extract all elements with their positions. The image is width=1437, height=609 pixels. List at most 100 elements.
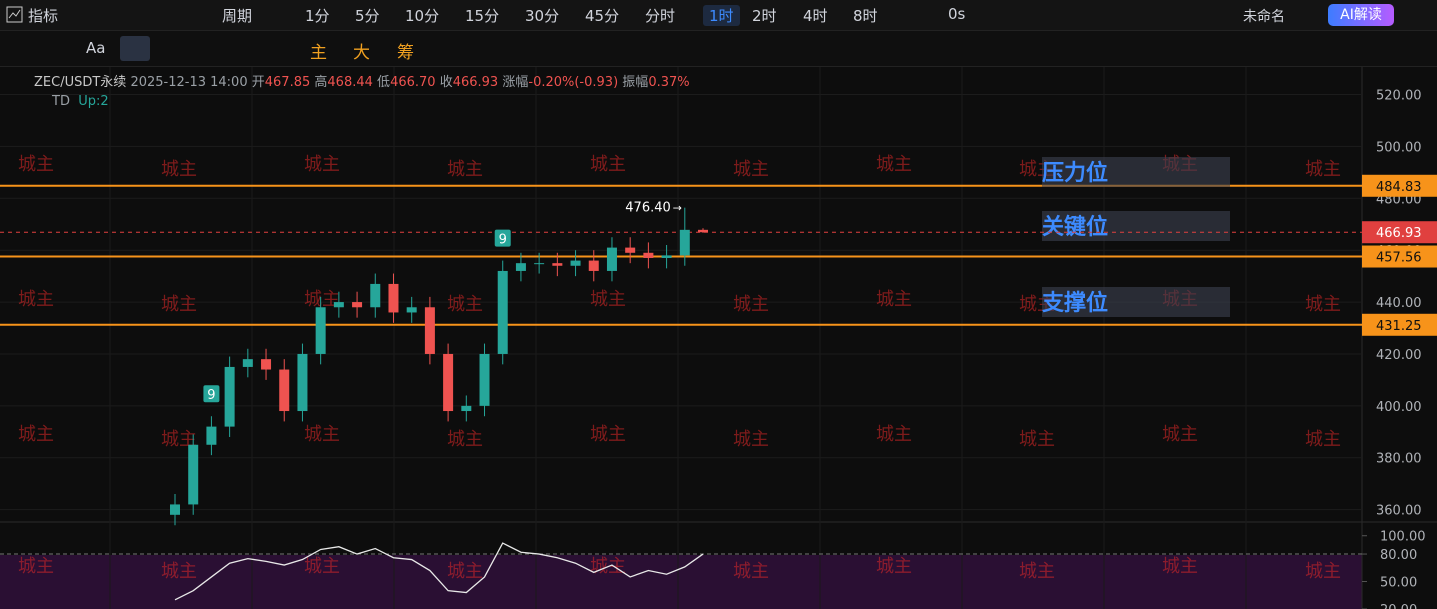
interval-button[interactable]: 4时 [803,7,828,25]
watermark: 城主 [161,429,197,450]
active-tool[interactable] [120,36,150,61]
value: 468.44 [327,75,373,90]
period-button[interactable]: 周期 [222,7,253,25]
candle-body [588,260,599,271]
interval-button[interactable]: 15分 [465,7,500,25]
top-toolbar: 指标 周期 0s 未命名 AI解读 1分 5分 10分 15分 30分 45分 分时 1时 2时… [0,0,1437,31]
level-label-bg [1042,157,1230,187]
label: 收 [439,75,453,90]
label: 振幅 [622,75,649,90]
watermark: 城主 [1305,159,1341,180]
value: 466.70 [390,75,436,90]
rsi-tick-label: 80.00 [1380,548,1417,563]
label: 高 [314,75,328,90]
interval-button[interactable]: 1时 [703,5,740,26]
interval-button[interactable]: 30分 [525,7,560,25]
watermark: 城主 [18,424,54,445]
candle-body [461,405,472,412]
interval-button[interactable]: 8时 [853,7,878,25]
candle-body [497,270,508,354]
high-marker: 476.40 [625,201,671,216]
candle-body [570,260,581,266]
interval-button[interactable]: 5分 [355,7,380,25]
ohlc-info: ZEC/USDT永续 2025-12-13 14:00 开467.85 高468… [34,71,690,109]
watermark: 城主 [590,424,626,445]
candle-body [443,353,454,412]
td-marker-label: 9 [499,233,507,248]
value: 466.93 [452,75,499,90]
value: -0.20%(-0.93) [528,75,619,90]
watermark: 城主 [304,556,340,577]
label: 开 [251,75,265,90]
value: 467.85 [264,75,311,90]
candle-body [552,263,563,266]
watermark: 城主 [18,154,54,175]
candle-body [479,353,490,406]
interval-button[interactable]: 分时 [645,7,676,25]
rsi-tick-label: 50.00 [1380,576,1417,591]
td-value: Up:2 [78,94,109,109]
candle-body [206,426,217,445]
candle-body [643,252,654,258]
rsi-tick-label: 100.00 [1380,530,1426,545]
watermark: 城主 [733,159,769,180]
layout-name[interactable]: 未命名 [1243,9,1285,25]
level-price-box [1362,245,1437,268]
watermark: 城主 [304,289,340,310]
watermark: 城主 [447,429,483,450]
td-marker-label: 9 [207,388,215,403]
candle-body [170,504,180,515]
candle-body [333,302,344,308]
candle-body [297,353,308,412]
level-price: 457.56 [1376,251,1422,266]
rsi-tick-label: 20.00 [1380,603,1417,609]
watermark: 城主 [876,424,912,445]
indicator-button[interactable]: 指标 [28,7,59,25]
watermark: 城主 [1019,561,1055,582]
y-tick-label: 420.00 [1376,348,1422,363]
candle-body [625,247,636,253]
interval-button[interactable]: 10分 [405,7,440,25]
y-tick-label: 380.00 [1376,452,1422,467]
candle-body [352,302,363,308]
chips-button[interactable]: 筹 [397,43,414,63]
watermark: 城主 [447,561,483,582]
label: 涨幅 [502,75,529,90]
interval-button[interactable]: 2时 [752,7,777,25]
interval-button[interactable]: 45分 [585,7,620,25]
high-arrow: → [673,202,682,215]
main-button[interactable]: 主 [310,43,327,63]
watermark: 城主 [447,159,483,180]
y-tick-label: 360.00 [1376,504,1422,519]
value: 0.37% [648,75,690,90]
level-price: 431.25 [1376,319,1422,334]
level-label: 压力位 [1042,160,1108,186]
level-price-box [1362,313,1437,336]
rsi-line [174,542,704,601]
watermark: 城主 [1305,429,1341,450]
candle-body [242,359,253,367]
big-button[interactable]: 大 [353,43,370,63]
candle-body [388,283,399,313]
y-tick-label: 400.00 [1376,400,1422,415]
text-tool[interactable]: Aa [86,39,106,57]
watermark: 城主 [733,561,769,582]
candle-body [224,366,235,427]
interval-button[interactable]: 1分 [305,7,330,25]
y-tick-label: 500.00 [1376,140,1422,155]
td-marker [203,385,220,403]
candle-body [424,307,435,354]
countdown: 0s [948,5,966,23]
candle-body [279,369,290,412]
candle-body [315,307,326,354]
candle-body [515,263,526,271]
candle-body [188,444,199,505]
y-tick-label: 520.00 [1376,89,1422,104]
candle-body [534,263,545,265]
watermark: 城主 [733,294,769,315]
candle-body [698,229,708,233]
watermark: 城主 [1305,561,1341,582]
level-price-box [1362,174,1437,197]
ai-button[interactable]: AI解读 [1328,4,1394,26]
